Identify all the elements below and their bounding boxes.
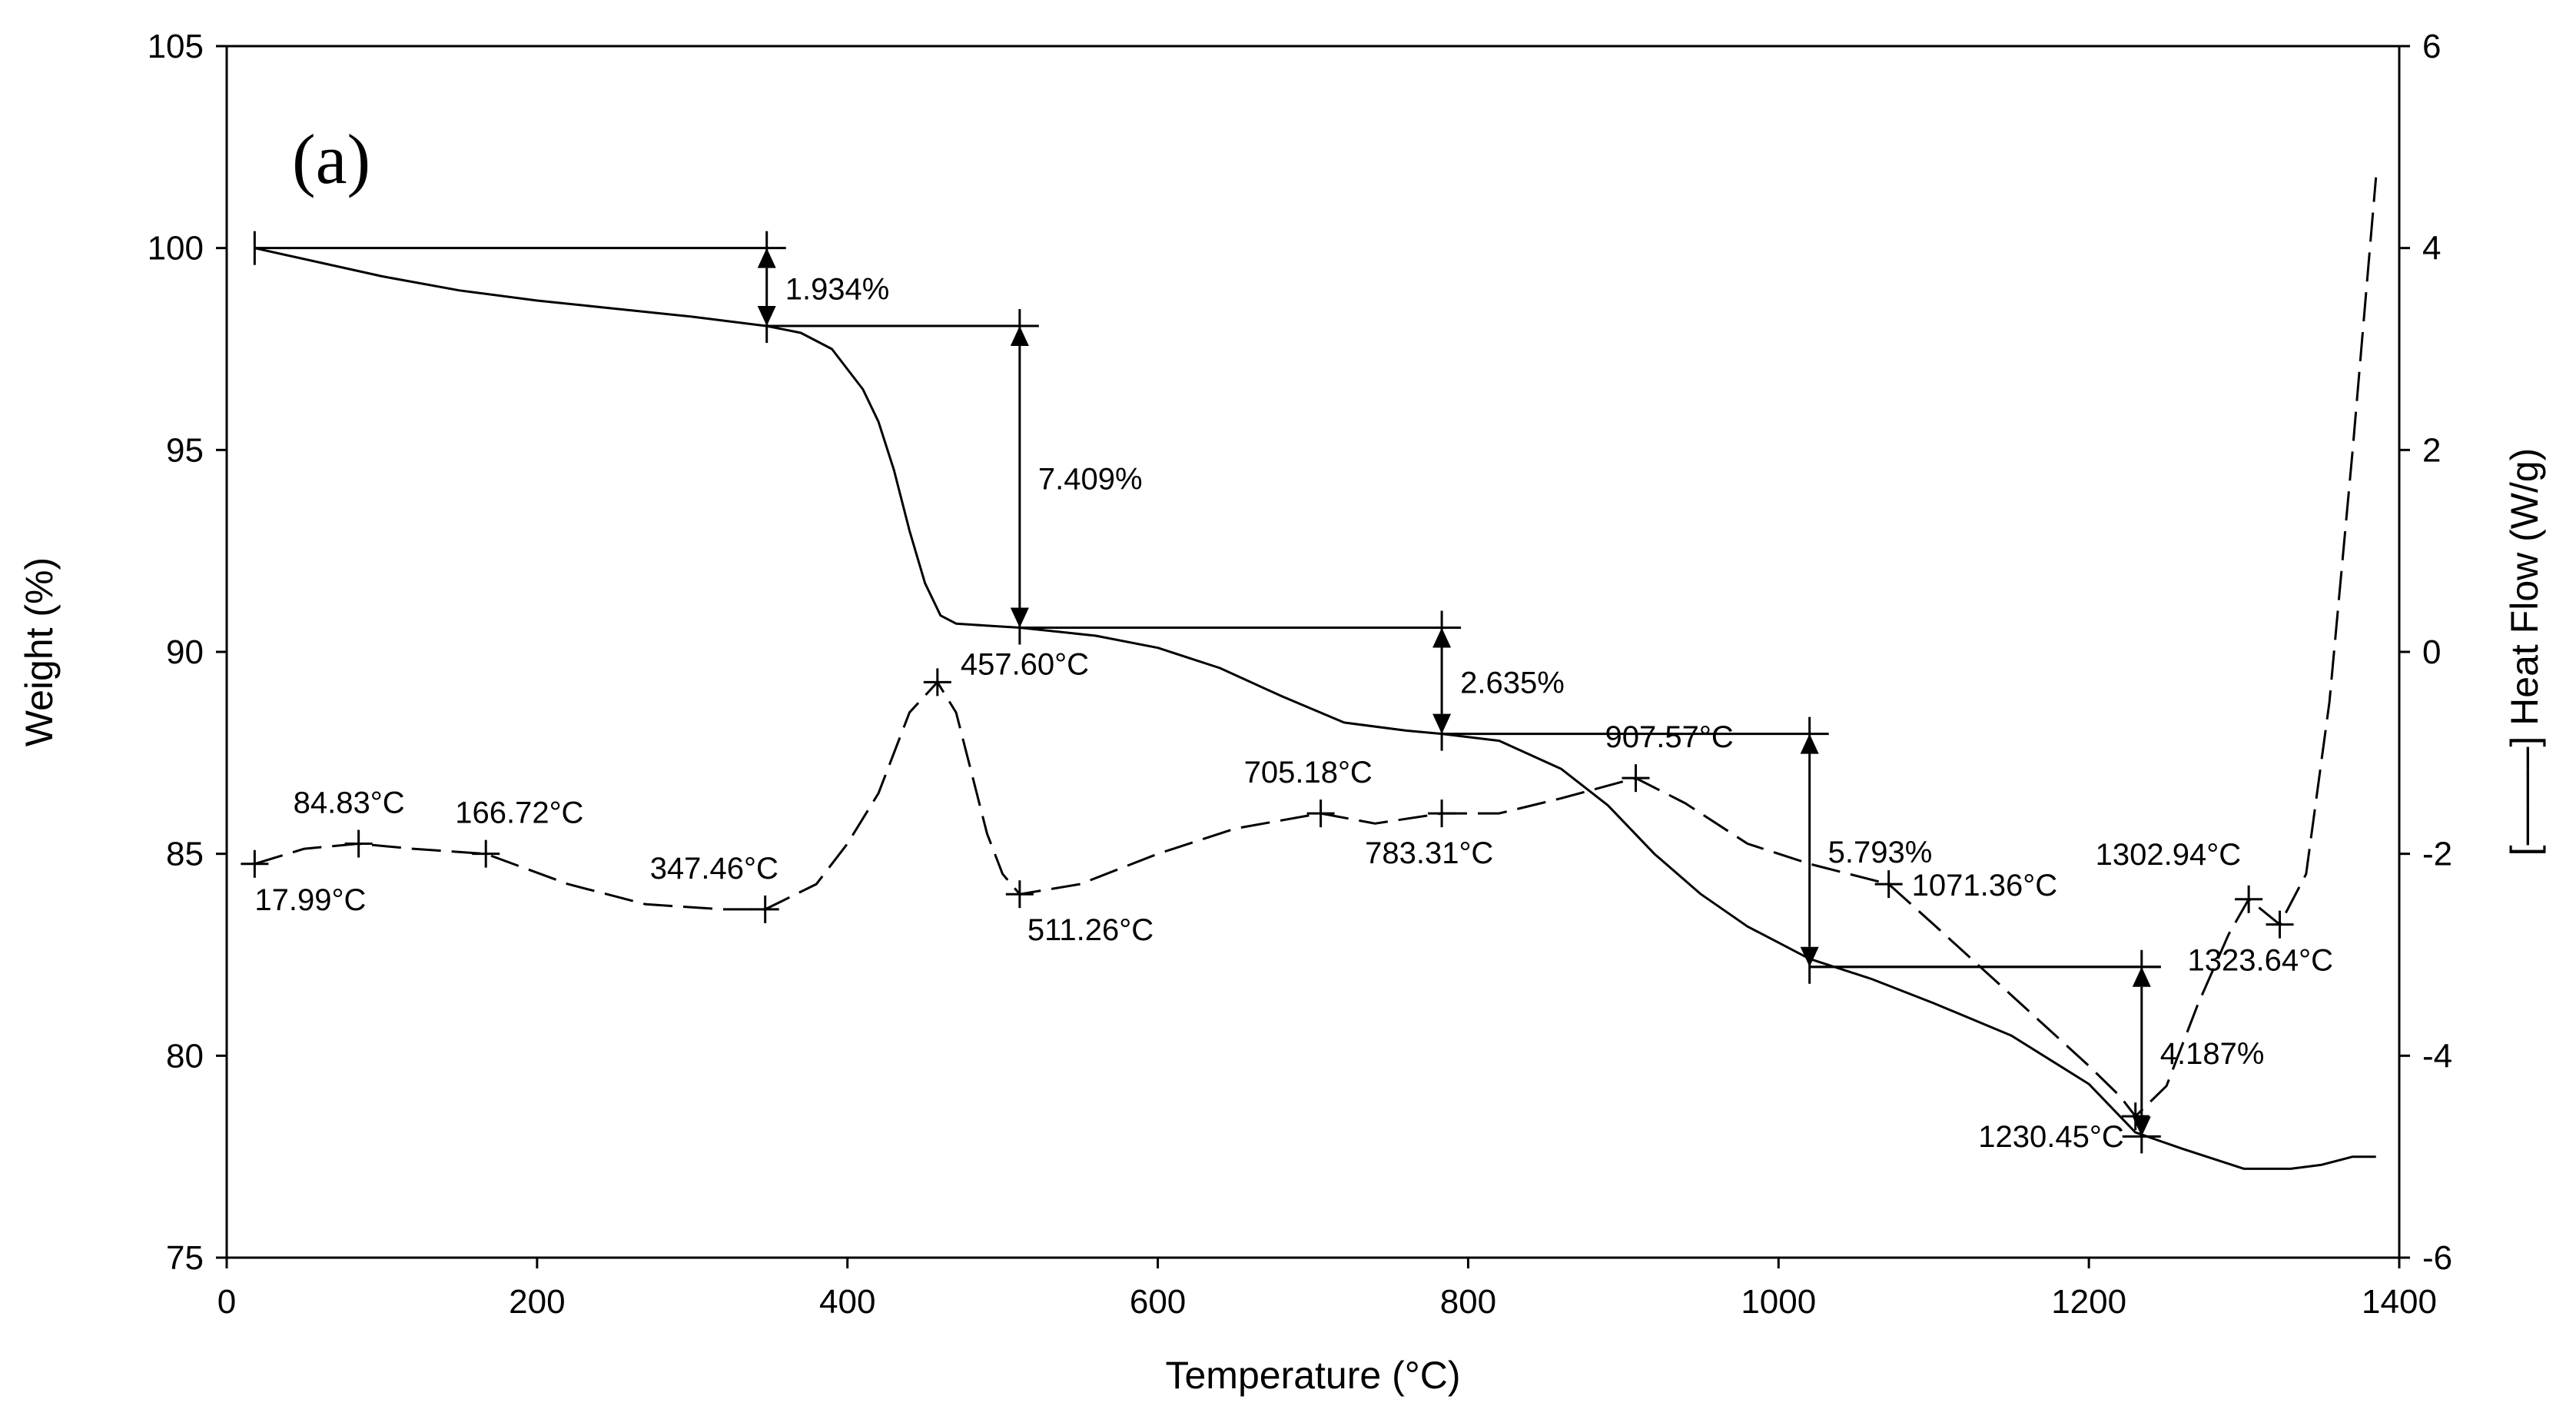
y-left-tick-label: 100 [148, 230, 204, 268]
weight-curve [254, 247, 2376, 1170]
y-right-tick-label: 6 [2422, 28, 2441, 65]
x-tick-label: 200 [509, 1283, 565, 1321]
peak-label: 783.31°C [1365, 836, 1493, 870]
peak-label: 17.99°C [254, 883, 366, 917]
x-tick-label: 0 [217, 1283, 236, 1321]
y-right-tick-label: 4 [2422, 230, 2441, 268]
peak-label: 166.72°C [455, 796, 583, 830]
y-left-tick-label: 80 [166, 1037, 204, 1075]
y-left-tick-label: 105 [148, 28, 204, 65]
plot-area [225, 45, 2401, 1259]
step-label: 7.409% [1038, 462, 1143, 496]
x-axis-label: Temperature (°C) [1166, 1354, 1461, 1397]
peak-label: 1071.36°C [1912, 869, 2057, 902]
y-axis-label-right: [——–] Heat Flow (W/g) [2503, 448, 2546, 856]
y-left-tick-label: 75 [166, 1239, 204, 1277]
peak-label: 1230.45°C [1978, 1120, 2123, 1154]
y-right-tick-label: -2 [2422, 836, 2452, 873]
weight-loss-steps: 1.934% 7.409% 2.635% 5.793% 4.187% [253, 231, 2265, 1154]
peak-annotations: 17.99°C 84.83°C 166.72°C 347.46°C 457.60°C 51… [241, 647, 2333, 1154]
axis-ticks: 0 200 400 600 800 1000 1200 1400 75 80 85 90 95 100 10… [148, 28, 2453, 1321]
peak-label: 1302.94°C [2096, 838, 2241, 872]
y-right-tick-label: -4 [2422, 1037, 2452, 1075]
x-tick-label: 600 [1130, 1283, 1186, 1321]
x-tick-label: 1000 [1741, 1283, 1816, 1321]
y-axis-label-left: Weight (%) [18, 557, 61, 746]
panel-label: (a) [292, 120, 370, 198]
peak-label: 1323.64°C [2188, 944, 2333, 978]
peak-label: 347.46°C [650, 852, 778, 886]
y-left-tick-label: 90 [166, 633, 204, 671]
peak-label: 84.83°C [294, 786, 405, 820]
peak-label: 511.26°C [1027, 913, 1154, 947]
x-tick-label: 800 [1440, 1283, 1496, 1321]
y-right-tick-label: -6 [2422, 1239, 2452, 1277]
y-left-tick-label: 95 [166, 431, 204, 469]
peak-label: 907.57°C [1605, 720, 1734, 754]
x-tick-label: 1400 [2362, 1283, 2437, 1321]
peak-label: 457.60°C [961, 647, 1089, 681]
y-right-tick-label: 0 [2422, 633, 2441, 671]
step-label: 1.934% [785, 272, 890, 306]
step-label: 4.187% [2160, 1037, 2265, 1071]
y-left-tick-label: 85 [166, 836, 204, 873]
y-right-tick-label: 2 [2422, 431, 2441, 469]
peak-label: 705.18°C [1244, 756, 1373, 789]
step-label: 2.635% [1460, 666, 1565, 700]
data-series [254, 177, 2378, 1170]
step-label: 5.793% [1828, 836, 1933, 869]
x-tick-label: 1200 [2051, 1283, 2126, 1321]
x-tick-label: 400 [819, 1283, 875, 1321]
heat-flow-curve [254, 177, 2378, 1118]
